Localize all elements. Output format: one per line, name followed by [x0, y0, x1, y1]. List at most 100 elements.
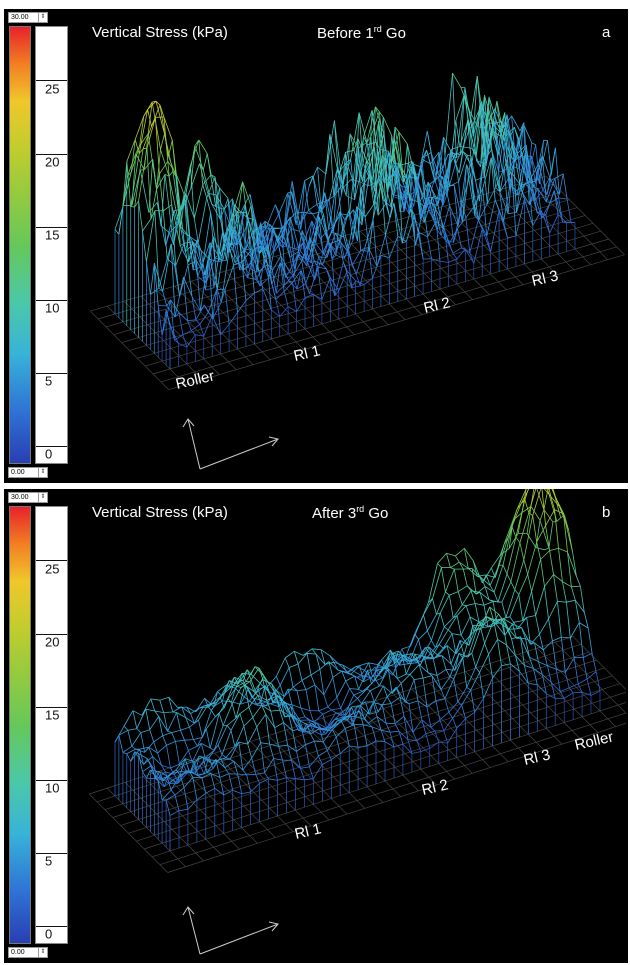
mesh-line [283, 722, 288, 746]
surface-plot[interactable]: Rl 1 Rl 2 Rl 3 Roller [70, 489, 626, 963]
mesh-line [231, 703, 237, 719]
mesh-line [528, 512, 533, 516]
mesh-line [191, 743, 202, 762]
mesh-line [268, 241, 278, 259]
mesh-line [551, 682, 561, 692]
colorbar-max-value: 30.00 [11, 14, 29, 21]
mesh-line [268, 270, 273, 279]
mesh-line [347, 707, 357, 721]
mesh-line [415, 659, 421, 666]
spinner-arrows-icon[interactable]: ⇕ [38, 948, 47, 957]
mesh-line [377, 155, 383, 216]
mesh-line [414, 677, 424, 680]
mesh-line [264, 220, 274, 229]
mesh-line [366, 740, 377, 747]
mesh-line [202, 184, 208, 199]
mesh-line [302, 652, 308, 656]
chart-subtitle: After 3rd Go [312, 504, 389, 522]
mesh-line [475, 176, 485, 181]
surface-plot[interactable]: Roller Rl 1 Rl 2 Rl 3 [70, 9, 626, 483]
mesh-line [264, 221, 270, 259]
mesh-line [377, 704, 383, 713]
mesh-line [315, 219, 321, 239]
mesh-line [126, 753, 132, 762]
mesh-line [314, 684, 320, 711]
colorbar-max-spinner[interactable]: 30.00 ⇕ [8, 12, 48, 23]
mesh-line [363, 669, 368, 682]
mesh-line [322, 264, 327, 270]
mesh-line [168, 254, 625, 391]
mesh-line [235, 684, 246, 719]
mesh-line [286, 245, 296, 250]
mesh-line [481, 228, 491, 252]
mesh-line [154, 710, 164, 713]
mesh-line [367, 669, 372, 684]
mesh-line [423, 656, 429, 673]
mesh-line [318, 216, 328, 240]
mesh-line [283, 291, 289, 307]
mesh-line [523, 515, 534, 560]
mesh-line [425, 730, 435, 735]
colorbar-tick-label: 0 [45, 446, 53, 462]
colorbar-max-spinner[interactable]: 30.00 ⇕ [8, 492, 48, 503]
mesh-line [243, 252, 249, 268]
mesh-line [150, 769, 155, 776]
mesh-line [320, 728, 325, 731]
mesh-line [168, 697, 174, 713]
mesh-line [201, 777, 207, 794]
mesh-line [214, 176, 224, 239]
mesh-line [359, 284, 365, 287]
mesh-line [519, 123, 524, 169]
mesh-line [391, 168, 397, 195]
spinner-arrows-icon[interactable]: ⇕ [38, 493, 47, 502]
mesh-line [466, 666, 477, 688]
colorbar-min-spinner[interactable]: 0.00 ⇕ [8, 467, 48, 478]
mesh-line [488, 96, 494, 125]
mesh-line [329, 655, 340, 665]
mesh-line [164, 133, 169, 157]
mesh-line [422, 655, 427, 660]
mesh-line [540, 550, 550, 560]
mesh-line [194, 705, 204, 724]
mesh-line [233, 209, 239, 213]
mesh-line [562, 581, 572, 588]
colorbar-min-spinner[interactable]: 0.00 ⇕ [8, 947, 48, 958]
mesh-line [472, 560, 478, 577]
mesh-line [248, 707, 254, 718]
mesh-line [318, 710, 324, 715]
mesh-line [213, 725, 224, 751]
mesh-line [258, 240, 263, 248]
mesh-line [136, 728, 142, 733]
mesh-line [364, 662, 370, 671]
mesh-line [549, 214, 559, 234]
mesh-line [413, 178, 419, 192]
mesh-line [328, 661, 339, 671]
mesh-line [451, 633, 457, 654]
colorbar-tick-label: 15 [45, 227, 60, 243]
mesh-line [229, 209, 240, 223]
mesh-line [204, 698, 209, 708]
mesh-line [373, 664, 378, 682]
mesh-line [152, 756, 157, 780]
mesh-line [205, 757, 210, 759]
mesh-line [580, 586, 585, 613]
mesh-line [450, 561, 460, 568]
mesh-line [302, 242, 308, 267]
spinner-arrows-icon[interactable]: ⇕ [38, 13, 47, 22]
mesh-line [548, 489, 552, 497]
mesh-line [516, 636, 521, 639]
mesh-line [273, 695, 279, 703]
mesh-line [138, 753, 148, 760]
mesh-line [353, 724, 359, 748]
mesh-line [287, 192, 297, 225]
mesh-line [220, 758, 226, 768]
mesh-line [147, 109, 152, 127]
mesh-line [494, 565, 500, 578]
mesh-line [174, 339, 179, 344]
mesh-line [350, 112, 360, 160]
mesh-line [218, 713, 224, 726]
mesh-line [242, 672, 252, 675]
mesh-line [308, 175, 314, 187]
mesh-line [314, 253, 324, 281]
spinner-arrows-icon[interactable]: ⇕ [38, 468, 47, 477]
